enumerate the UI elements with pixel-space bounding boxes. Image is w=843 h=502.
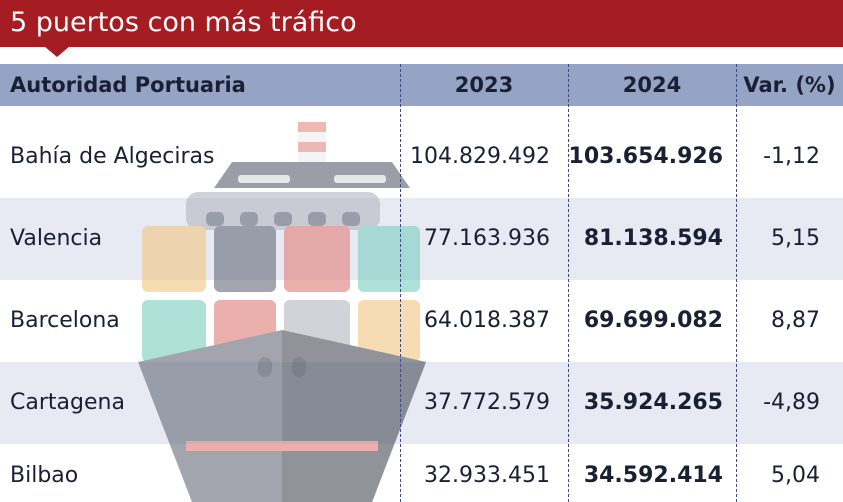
column-header-port: Autoridad Portuaria bbox=[10, 73, 246, 97]
value-variation: 8,87 bbox=[771, 308, 820, 333]
value-2024: 81.138.594 bbox=[583, 226, 723, 251]
value-variation: 5,04 bbox=[771, 463, 820, 488]
column-header-2023: 2023 bbox=[454, 73, 514, 97]
port-name: Bilbao bbox=[10, 463, 79, 488]
title-bar: 5 puertos con más tráfico bbox=[0, 0, 843, 47]
column-divider bbox=[568, 64, 569, 502]
table-row: Valencia 77.163.936 81.138.594 5,15 bbox=[0, 198, 843, 280]
value-variation: -1,12 bbox=[763, 144, 820, 169]
value-2024: 69.699.082 bbox=[583, 308, 723, 333]
column-divider bbox=[736, 64, 737, 502]
value-2024: 34.592.414 bbox=[583, 463, 723, 488]
value-2023: 64.018.387 bbox=[424, 308, 550, 333]
table-row bbox=[0, 198, 843, 280]
table-row: Cartagena 37.772.579 35.924.265 -4,89 bbox=[0, 362, 843, 444]
table-row: Bilbao 32.933.451 34.592.414 5,04 bbox=[0, 435, 843, 502]
value-2023: 37.772.579 bbox=[424, 390, 550, 415]
value-2024: 103.654.926 bbox=[568, 144, 723, 169]
title-pointer bbox=[44, 46, 70, 57]
table-row: Bahía de Algeciras 104.829.492 103.654.9… bbox=[0, 116, 843, 198]
column-divider bbox=[400, 64, 401, 502]
value-2023: 32.933.451 bbox=[424, 463, 550, 488]
port-name: Bahía de Algeciras bbox=[10, 144, 215, 169]
column-header-2024: 2024 bbox=[622, 73, 682, 97]
column-header-var: Var. (%) bbox=[743, 73, 836, 97]
value-variation: -4,89 bbox=[763, 390, 820, 415]
value-2023: 104.829.492 bbox=[410, 144, 550, 169]
table-header: Autoridad Portuaria 2023 2024 Var. (%) bbox=[0, 64, 843, 106]
chart-title: 5 puertos con más tráfico bbox=[10, 7, 357, 38]
value-variation: 5,15 bbox=[771, 226, 820, 251]
table-row: Barcelona 64.018.387 69.699.082 8,87 bbox=[0, 280, 843, 362]
value-2024: 35.924.265 bbox=[583, 390, 723, 415]
port-name: Cartagena bbox=[10, 390, 125, 415]
port-name: Barcelona bbox=[10, 308, 120, 333]
port-name: Valencia bbox=[10, 226, 103, 251]
value-2023: 77.163.936 bbox=[424, 226, 550, 251]
